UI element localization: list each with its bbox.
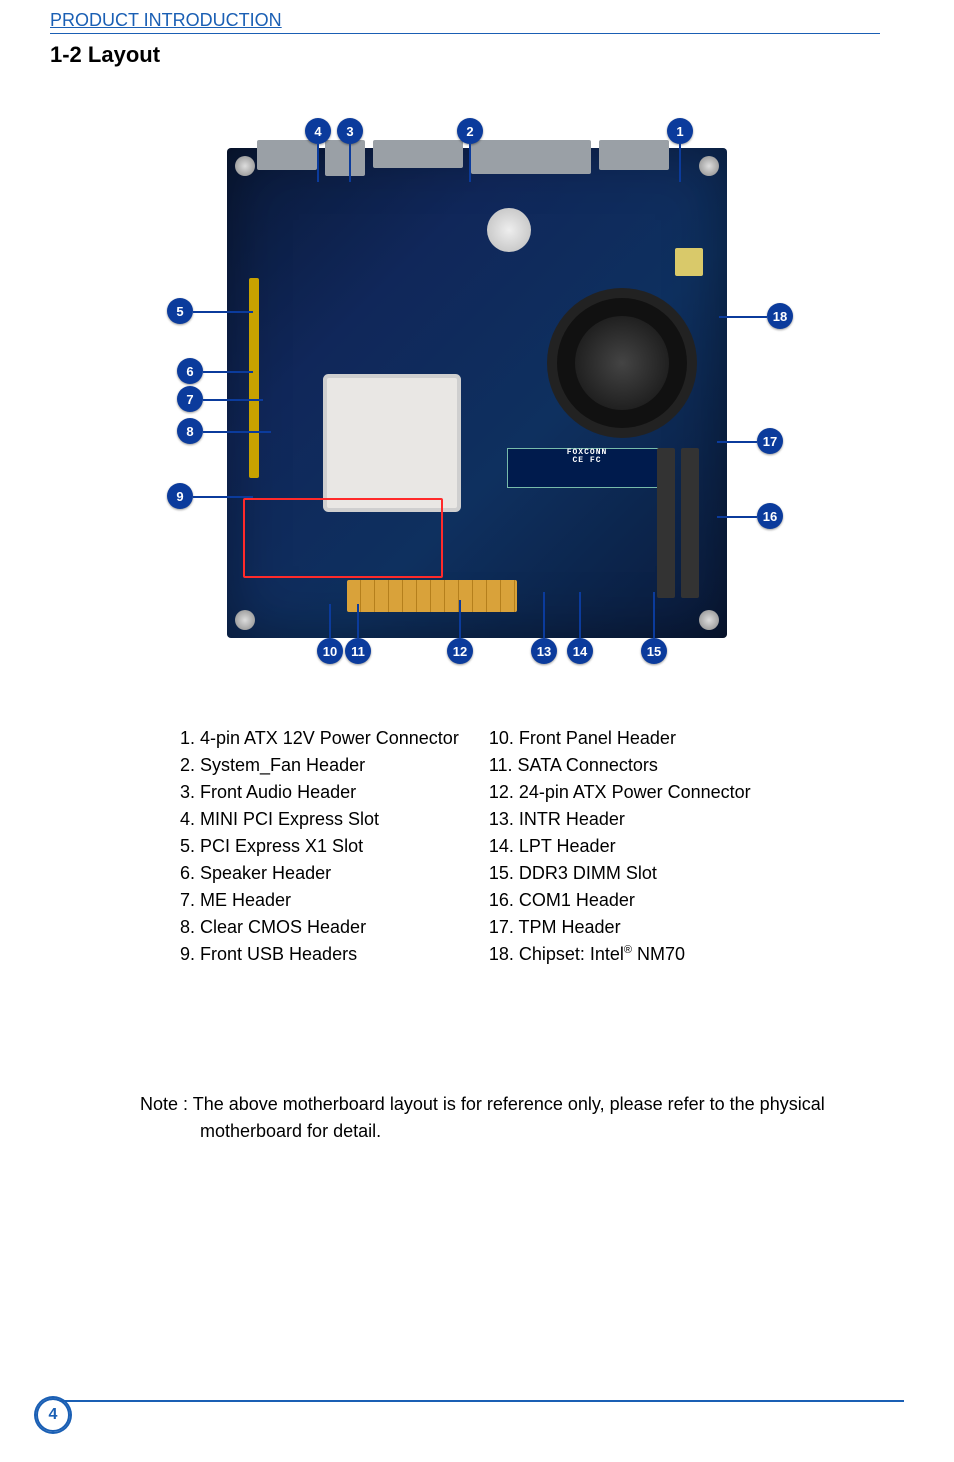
legend-item: 5. PCI Express X1 Slot [180, 836, 459, 857]
callout-marker-18: 18 [767, 303, 793, 329]
sodimm-slot-1 [681, 448, 699, 598]
legend-item: 12. 24-pin ATX Power Connector [489, 782, 751, 803]
cpu-heatspreader [327, 378, 457, 508]
note-text: Note : The above motherboard layout is f… [130, 1091, 904, 1145]
chipset-fan [557, 298, 687, 428]
atx24-connector [347, 580, 517, 612]
callout-marker-1: 1 [667, 118, 693, 144]
callout-marker-2: 2 [457, 118, 483, 144]
footer-rule [50, 1400, 904, 1402]
pcie-slot [249, 278, 259, 478]
callout-marker-12: 12 [447, 638, 473, 664]
legend-item: 11. SATA Connectors [489, 755, 751, 776]
page-title: 1-2 Layout [50, 42, 904, 68]
callout-marker-5: 5 [167, 298, 193, 324]
layout-diagram: FOXCONN CE FC 12345678910111213141516171… [137, 108, 817, 678]
legend-item: 17. TPM Header [489, 917, 751, 938]
callout-marker-15: 15 [641, 638, 667, 664]
legend-item: 2. System_Fan Header [180, 755, 459, 776]
callout-marker-17: 17 [757, 428, 783, 454]
callout-marker-3: 3 [337, 118, 363, 144]
callout-marker-8: 8 [177, 418, 203, 444]
legend-item: 4. MINI PCI Express Slot [180, 809, 459, 830]
legend-item: 16. COM1 Header [489, 890, 751, 911]
legend-item: 15. DDR3 DIMM Slot [489, 863, 751, 884]
sodimm-slot-2 [657, 448, 675, 598]
callout-marker-4: 4 [305, 118, 331, 144]
callout-marker-9: 9 [167, 483, 193, 509]
legend-item: 18. Chipset: Intel® NM70 [489, 944, 751, 965]
legend-item: 7. ME Header [180, 890, 459, 911]
motherboard-photo: FOXCONN CE FC [227, 148, 727, 638]
callout-marker-16: 16 [757, 503, 783, 529]
legend-item: 14. LPT Header [489, 836, 751, 857]
io-panel [257, 140, 697, 180]
section-header: PRODUCT INTRODUCTION [50, 10, 880, 34]
atx12v-connector [675, 248, 703, 276]
legend-column-left: 1. 4-pin ATX 12V Power Connector 2. Syste… [180, 728, 459, 971]
callout-marker-13: 13 [531, 638, 557, 664]
legend-item: 13. INTR Header [489, 809, 751, 830]
legend: 1. 4-pin ATX 12V Power Connector 2. Syste… [180, 728, 904, 971]
callout-marker-7: 7 [177, 386, 203, 412]
legend-item: 6. Speaker Header [180, 863, 459, 884]
highlight-box [243, 498, 443, 578]
legend-item: 9. Front USB Headers [180, 944, 459, 965]
callout-marker-14: 14 [567, 638, 593, 664]
legend-item: 3. Front Audio Header [180, 782, 459, 803]
legend-item: 10. Front Panel Header [489, 728, 751, 749]
section-link[interactable]: PRODUCT INTRODUCTION [50, 10, 282, 30]
legend-item: 1. 4-pin ATX 12V Power Connector [180, 728, 459, 749]
callout-marker-6: 6 [177, 358, 203, 384]
page-number: 4 [36, 1398, 70, 1432]
brand-cert: CE FC [508, 457, 666, 465]
callout-marker-10: 10 [317, 638, 343, 664]
legend-column-right: 10. Front Panel Header 11. SATA Connector… [489, 728, 751, 971]
callout-marker-11: 11 [345, 638, 371, 664]
legend-item: 8. Clear CMOS Header [180, 917, 459, 938]
cmos-battery [487, 208, 531, 252]
brand-label: FOXCONN CE FC [507, 448, 667, 488]
